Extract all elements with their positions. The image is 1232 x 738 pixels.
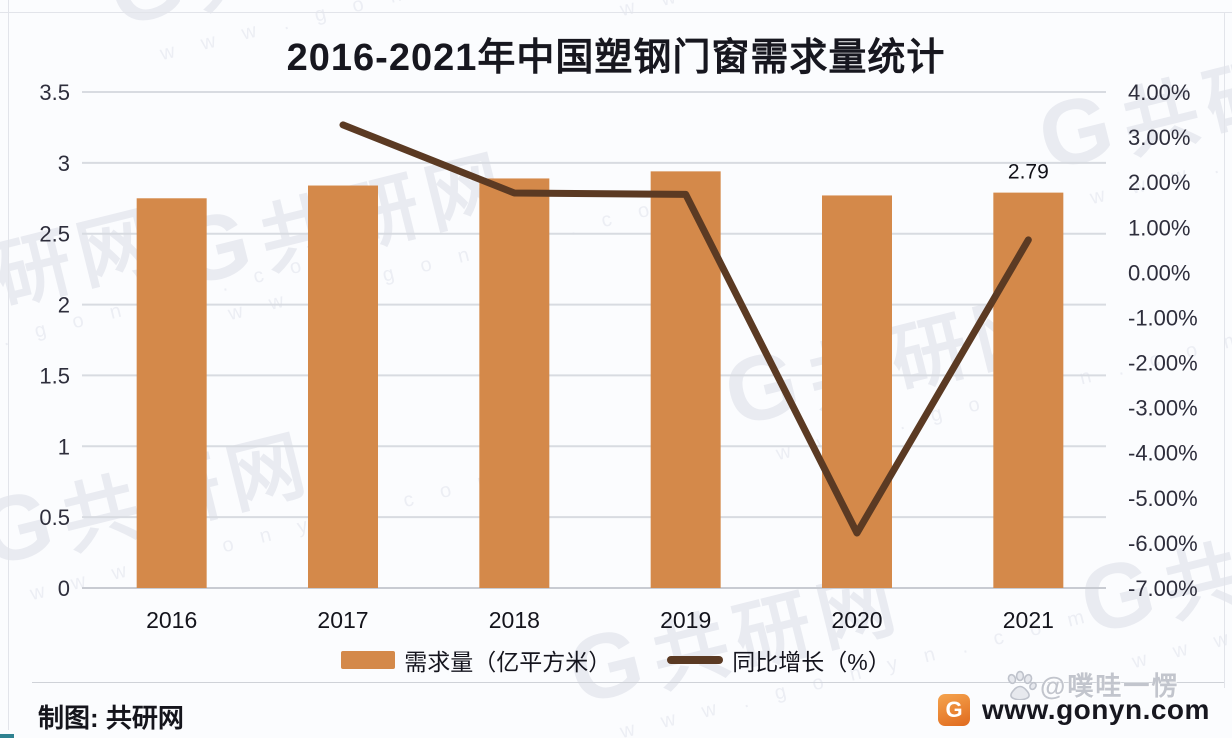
page-title: 2016-2021年中国塑钢门窗需求量统计 xyxy=(286,37,946,79)
legend-item-demand: 需求量（亿平方米） xyxy=(341,643,611,677)
x-label-2017: 2017 xyxy=(317,607,368,633)
legend: 需求量（亿平方米） 同比增长（%） xyxy=(0,643,1232,677)
bar-2021 xyxy=(993,192,1064,589)
left-axis-tick: 3 xyxy=(58,151,70,176)
left-axis-tick: 0 xyxy=(58,576,70,601)
legend-swatch-growth xyxy=(667,656,724,664)
x-label-2019: 2019 xyxy=(660,607,711,633)
right-axis-tick: -6.00% xyxy=(1128,531,1198,556)
footer-divider xyxy=(32,682,1224,683)
gonyn-logo-letter: G xyxy=(945,697,963,722)
x-label-2018: 2018 xyxy=(489,607,540,633)
right-axis-tick: -5.00% xyxy=(1128,486,1198,511)
right-axis-tick: -3.00% xyxy=(1128,396,1198,421)
right-axis-tick: 1.00% xyxy=(1128,215,1190,240)
bar-2017 xyxy=(308,185,378,588)
right-axis-tick: -2.00% xyxy=(1128,351,1198,376)
left-axis-tick: 2.5 xyxy=(39,222,70,247)
bar-2016 xyxy=(136,198,207,589)
bar-2018 xyxy=(479,178,550,588)
right-axis-tick: -4.00% xyxy=(1128,441,1198,466)
paw-icon xyxy=(1007,670,1037,700)
frame-line-left xyxy=(8,0,9,730)
right-axis-tick: 2.00% xyxy=(1128,170,1190,195)
x-label-2016: 2016 xyxy=(146,607,197,633)
x-label-2020: 2020 xyxy=(831,607,882,633)
footer-credit: 制图: 共研网 xyxy=(38,703,184,733)
bar-2019 xyxy=(650,171,721,589)
teal-accent xyxy=(0,734,14,738)
legend-swatch-demand xyxy=(341,651,396,669)
bar-2020 xyxy=(822,195,892,589)
right-axis-tick: 4.00% xyxy=(1128,80,1190,105)
right-axis-tick: -1.00% xyxy=(1128,305,1198,330)
bar-value-label: 2.79 xyxy=(1008,161,1049,184)
left-axis-tick: 3.5 xyxy=(39,80,70,105)
left-axis-tick: 0.5 xyxy=(39,505,70,530)
handle-text: @噗哇一愣 xyxy=(1040,671,1180,701)
growth-line xyxy=(339,121,1032,537)
legend-label-demand: 需求量（亿平方米） xyxy=(404,649,612,675)
frame-line-right xyxy=(1224,12,1225,688)
handle-watermark: @噗哇一愣 xyxy=(1004,666,1179,703)
left-axis-tick: 1 xyxy=(58,434,70,459)
right-axis-tick: -7.00% xyxy=(1128,576,1198,601)
right-axis-tick: 0.00% xyxy=(1128,260,1190,285)
frame-line-top xyxy=(0,12,1232,13)
gonyn-logo: G xyxy=(938,694,970,726)
left-axis-tick: 1.5 xyxy=(39,363,70,388)
right-axis-tick: 3.00% xyxy=(1128,125,1190,150)
legend-item-growth: 同比增长（%） xyxy=(667,643,891,677)
legend-label-growth: 同比增长（%） xyxy=(732,649,891,675)
x-label-2021: 2021 xyxy=(1003,607,1054,633)
left-axis-tick: 2 xyxy=(58,293,70,318)
